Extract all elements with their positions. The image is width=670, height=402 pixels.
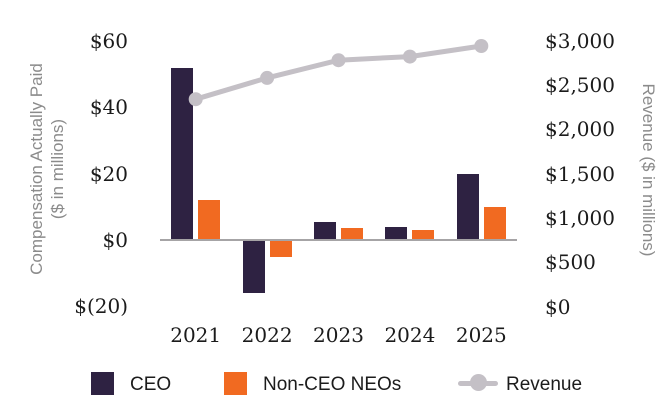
bar-non-ceo-neos-2022 bbox=[269, 240, 292, 257]
right-axis-tick: $2,500 bbox=[545, 73, 615, 97]
right-axis-tick: $1,500 bbox=[545, 161, 615, 186]
legend-label-non-ceo-neos: Non-CEO NEOs bbox=[263, 374, 402, 395]
left-axis-tick: $60 bbox=[89, 29, 128, 54]
legend-swatch-ceo bbox=[91, 372, 114, 395]
left-axis-tick: $0 bbox=[102, 228, 128, 252]
x-axis-label-2025: 2025 bbox=[455, 323, 507, 347]
bar-non-ceo-neos-2025 bbox=[483, 206, 506, 240]
legend-dot-marker bbox=[470, 374, 487, 391]
right-axis-tick: $500 bbox=[545, 250, 596, 275]
bar-non-ceo-neos-2023 bbox=[341, 228, 363, 240]
x-axis-label-2021: 2021 bbox=[170, 323, 222, 347]
bar-ceo-2024 bbox=[385, 226, 408, 240]
bar-non-ceo-neos-2021 bbox=[198, 200, 221, 240]
legend-swatch-non-ceo-neos bbox=[224, 372, 247, 395]
bar-ceo-2021 bbox=[171, 67, 194, 240]
bar-ceo-2023 bbox=[314, 221, 336, 240]
legend-label-revenue: Revenue bbox=[506, 374, 583, 395]
x-axis-baseline bbox=[160, 239, 517, 241]
right-axis-tick: $2,000 bbox=[545, 117, 615, 142]
right-axis-tick: $1,000 bbox=[545, 205, 615, 230]
bar-ceo-2025 bbox=[456, 173, 479, 240]
x-axis-label-2022: 2022 bbox=[241, 323, 293, 347]
right-axis-tick: $3,000 bbox=[545, 28, 615, 53]
left-axis-tick: $(20) bbox=[74, 294, 128, 319]
bar-non-ceo-neos-2024 bbox=[412, 230, 435, 240]
x-axis-label-2024: 2024 bbox=[384, 323, 436, 347]
left-axis-tick: $20 bbox=[89, 161, 128, 186]
x-axis-label-2023: 2023 bbox=[313, 323, 364, 347]
left-axis-tick: $40 bbox=[89, 95, 128, 120]
legend-label-ceo: CEO bbox=[130, 374, 172, 395]
right-axis-tick: $0 bbox=[545, 294, 571, 319]
bar-ceo-2022 bbox=[242, 240, 265, 294]
